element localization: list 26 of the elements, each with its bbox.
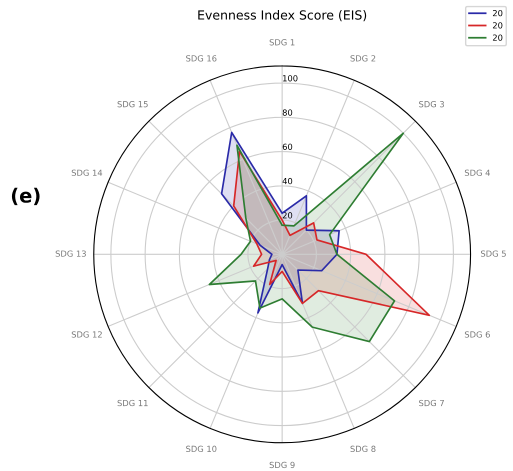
spoke-label: SDG 6 xyxy=(464,331,490,338)
spoke-label: SDG 1 xyxy=(270,39,294,46)
spoke-label: SDG 16 xyxy=(186,55,216,62)
spoke-label: SDG 7 xyxy=(419,400,444,406)
legend-label: 20 xyxy=(492,10,502,16)
spoke-label: SDG 4 xyxy=(464,170,490,176)
spoke-label: SDG 8 xyxy=(350,446,376,452)
y-tick-label: 40 xyxy=(282,178,292,184)
legend-label: 20 xyxy=(492,34,502,41)
chart-title: Evenness Index Score (EIS) xyxy=(198,10,366,22)
spoke-label: SDG 15 xyxy=(118,101,148,108)
spoke-label: SDG 2 xyxy=(350,55,376,62)
spoke-label: SDG 14 xyxy=(72,170,102,176)
y-tick-label: 20 xyxy=(282,212,292,218)
legend-label: 20 xyxy=(492,22,502,29)
spoke-label: SDG 13 xyxy=(56,250,86,257)
spoke-label: SDG 10 xyxy=(186,446,216,452)
spoke-label: SDG 3 xyxy=(419,101,444,108)
spoke-label: SDG 11 xyxy=(118,400,148,406)
spoke-label: SDG 12 xyxy=(72,331,102,338)
y-tick-label: 60 xyxy=(282,144,292,150)
y-tick-label: 100 xyxy=(283,75,298,82)
y-tick-label: 80 xyxy=(282,109,292,116)
text: (e) xyxy=(12,188,40,206)
spoke-label: SDG 9 xyxy=(270,462,295,468)
spoke-label: SDG 5 xyxy=(480,250,506,257)
